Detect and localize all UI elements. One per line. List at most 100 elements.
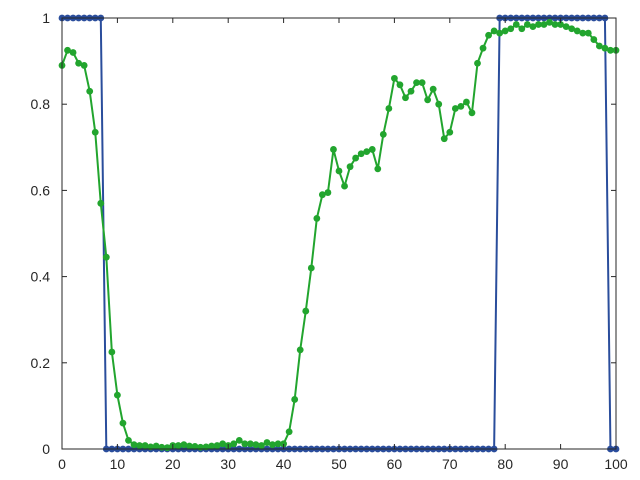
series-1-point <box>136 442 143 449</box>
series-1-point <box>601 44 609 52</box>
series-1-point <box>424 96 432 104</box>
series-1-point <box>562 23 570 31</box>
series-1-point <box>523 21 531 28</box>
x-tick-label: 30 <box>220 456 236 472</box>
series-1-point <box>302 307 310 315</box>
series-1-point <box>568 25 576 33</box>
series-1-point <box>418 79 426 87</box>
series-1-point <box>385 105 393 112</box>
series-1-point <box>529 23 537 31</box>
series-1-point <box>186 442 193 450</box>
series-1-point <box>496 29 504 37</box>
series-1-point <box>213 442 221 449</box>
series-1-point <box>463 98 470 106</box>
series-1-point <box>446 128 454 136</box>
series-1-point <box>435 100 443 108</box>
series-1-point <box>291 396 299 403</box>
series-1-point <box>551 21 559 28</box>
series-1-point <box>191 443 199 450</box>
series-1-point <box>341 182 348 190</box>
series-1-point <box>363 148 371 156</box>
series-1-point <box>69 49 77 56</box>
series-1-point <box>97 199 105 207</box>
series-1-point <box>285 428 293 436</box>
y-tick-label: 1 <box>42 10 50 26</box>
axes-layer: 0 10 20 30 40 50 60 70 80 90 100 0 0.2 0.4 0.6 0.8 1 <box>31 10 628 472</box>
series-1-point <box>396 81 404 89</box>
series-1-point <box>141 442 149 449</box>
series-1-point <box>274 440 282 448</box>
y-tick-label: 0.2 <box>31 355 51 371</box>
series-1-point <box>330 146 337 153</box>
series-1-point <box>391 74 398 82</box>
series-1-point <box>407 87 415 95</box>
x-tick-label: 70 <box>442 456 458 472</box>
series-1-point <box>607 46 614 54</box>
series-1-point <box>413 79 420 87</box>
series-1-point <box>402 94 409 102</box>
series-1-point <box>114 391 121 399</box>
y-tick-label: 0.8 <box>31 96 51 112</box>
series-1-point <box>324 189 332 196</box>
series-1-point <box>584 29 592 37</box>
series-1-point <box>258 442 265 449</box>
x-tick-label: 0 <box>58 456 66 472</box>
series-1-point <box>557 21 564 28</box>
series-1-point <box>535 21 542 28</box>
series-1-point <box>280 440 287 448</box>
y-tick-label: 0.6 <box>31 182 51 198</box>
series-1-point <box>269 441 276 449</box>
series-1-point <box>108 348 116 356</box>
series-1-point <box>518 25 526 33</box>
series-1-point <box>579 29 587 37</box>
series-1-point <box>573 27 581 35</box>
series-1-point <box>174 442 182 449</box>
series-1-point <box>590 36 598 43</box>
series-1-point <box>595 42 603 50</box>
series-1-point <box>80 62 88 69</box>
plot-area <box>62 18 616 449</box>
series-1-point <box>91 128 99 136</box>
series-1-point <box>241 440 249 448</box>
series-1-point <box>352 154 360 162</box>
series-1-point <box>474 59 481 67</box>
series-1-point <box>307 264 315 272</box>
series-1-point <box>296 346 304 354</box>
series-1-point <box>368 146 376 153</box>
series-1-point <box>152 442 160 450</box>
series-1-point <box>485 31 492 39</box>
series-1-point <box>263 439 271 446</box>
series-1-point <box>230 440 238 448</box>
series-1-point <box>468 109 476 117</box>
series-1-point <box>180 441 188 449</box>
series-1-point <box>246 440 254 448</box>
series-1-point <box>86 87 94 95</box>
series-1-point <box>490 27 498 35</box>
series-1-point <box>318 191 326 199</box>
series-1-point <box>313 215 321 222</box>
series-1-point <box>64 46 71 54</box>
series-1-point <box>546 18 553 26</box>
series-1-point <box>208 442 215 450</box>
x-tick-label: 90 <box>553 456 569 472</box>
plot-box <box>61 17 617 450</box>
series-1-point <box>512 21 520 28</box>
series-1-point <box>252 441 260 449</box>
y-tick-label: 0 <box>42 441 50 457</box>
series-1-point <box>219 440 227 448</box>
x-tick-label: 20 <box>165 456 181 472</box>
series-1-point <box>335 167 343 175</box>
x-tick-label: 100 <box>604 456 628 472</box>
series-1-point <box>235 436 243 444</box>
x-tick-label: 40 <box>276 456 292 472</box>
series-1-point <box>130 441 138 449</box>
y-tick-label: 0.4 <box>31 269 51 285</box>
series-1-point <box>379 130 387 138</box>
series-1-point <box>346 163 354 171</box>
series-1-point <box>501 27 509 35</box>
x-tick-label: 60 <box>387 456 403 472</box>
series-1-point <box>125 436 132 444</box>
series-1-point <box>102 253 110 261</box>
series-1-point <box>119 419 127 427</box>
